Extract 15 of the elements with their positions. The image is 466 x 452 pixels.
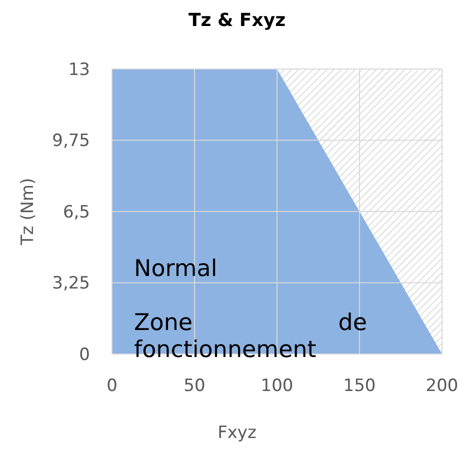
text: Zone de fonctionnement: [134, 310, 367, 363]
x-tick-label: 150: [343, 376, 376, 396]
y-tick-label: 9,75: [52, 131, 90, 152]
x-tick-label: 100: [260, 376, 294, 396]
y-tick-label: 3,25: [52, 274, 90, 294]
y-axis-title: Tz (Nm): [18, 178, 38, 246]
chart-title: Tz & Fxyz: [188, 10, 286, 31]
y-tick-label: 6,5: [62, 202, 90, 222]
y-tick-label: 13: [68, 60, 90, 80]
x-axis-title: Fxyz: [218, 423, 256, 443]
x-tick-label: 0: [106, 376, 118, 396]
annotation: Normal: [134, 256, 218, 282]
x-tick-label: 50: [184, 376, 206, 396]
y-tick-label: 0: [79, 344, 90, 365]
x-tick-label: 200: [426, 376, 458, 396]
